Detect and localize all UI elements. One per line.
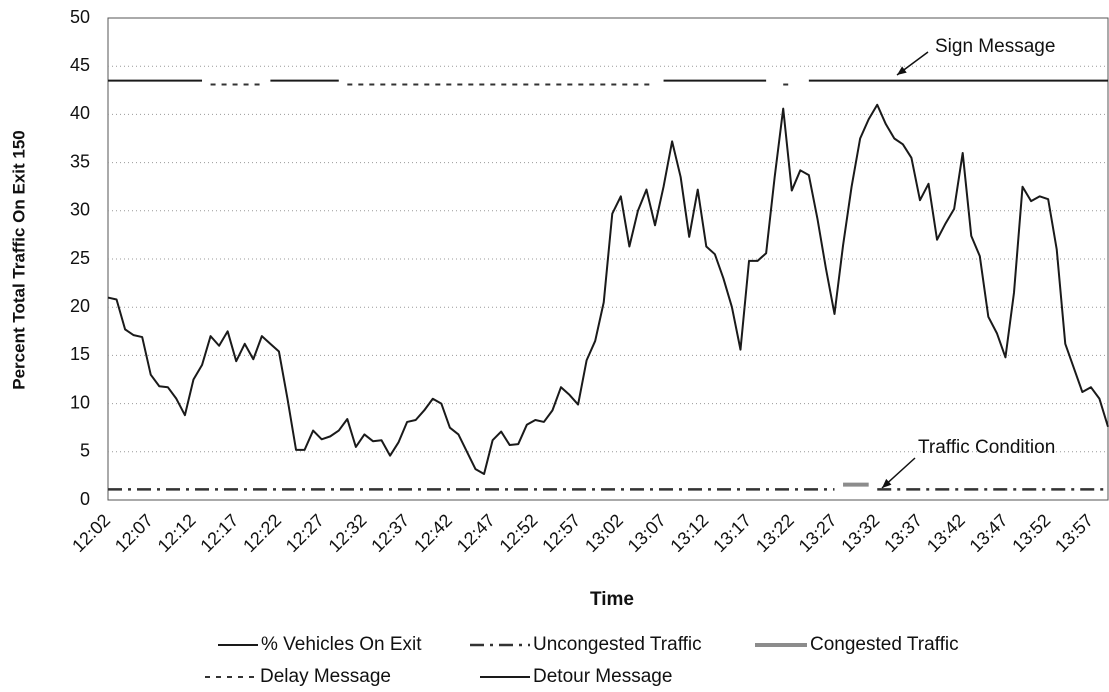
y-tick-label: 5	[80, 441, 90, 461]
y-tick-label: 25	[70, 248, 90, 268]
arrow-head	[897, 66, 907, 75]
x-tick-label: 13:12	[666, 510, 712, 556]
y-tick-label: 40	[70, 103, 90, 123]
x-tick-label: 12:12	[154, 510, 200, 556]
x-tick-label: 13:17	[709, 510, 755, 556]
legend-label: Uncongested Traffic	[533, 634, 702, 655]
y-tick-label: 35	[70, 151, 90, 171]
x-tick-label: 12:17	[196, 510, 242, 556]
x-tick-label: 12:32	[325, 510, 371, 556]
y-tick-label: 0	[80, 489, 90, 509]
x-tick-label: 12:02	[68, 510, 114, 556]
arrow-head	[882, 478, 892, 488]
x-tick-label: 13:02	[581, 510, 627, 556]
x-tick-label: 13:37	[880, 510, 926, 556]
y-tick-label: 45	[70, 55, 90, 75]
x-axis-title: Time	[590, 589, 634, 610]
y-tick-label: 50	[70, 7, 90, 27]
x-tick-label: 13:52	[1008, 510, 1054, 556]
x-tick-label: 12:22	[239, 510, 285, 556]
annotation: Sign Message	[935, 36, 1055, 57]
y-tick-label: 15	[70, 344, 90, 364]
x-tick-label: 12:37	[367, 510, 413, 556]
x-tick-label: 12:47	[453, 510, 499, 556]
x-tick-label: 13:42	[923, 510, 969, 556]
x-tick-label: 12:07	[111, 510, 157, 556]
x-tick-label: 12:57	[538, 510, 584, 556]
annotation: Traffic Condition	[918, 437, 1055, 458]
y-axis-title: Percent Total Traffic On Exit 150	[9, 130, 28, 390]
x-tick-label: 13:57	[1051, 510, 1097, 556]
legend-label: Congested Traffic	[810, 634, 959, 655]
x-tick-label: 12:42	[410, 510, 456, 556]
x-tick-label: 13:27	[795, 510, 841, 556]
y-tick-label: 20	[70, 296, 90, 316]
y-tick-label: 10	[70, 392, 90, 412]
legend-label: Detour Message	[533, 666, 672, 687]
x-tick-label: 13:47	[966, 510, 1012, 556]
legend-label: Delay Message	[260, 666, 391, 687]
legend-label: % Vehicles On Exit	[261, 634, 422, 655]
x-tick-label: 13:32	[837, 510, 883, 556]
x-tick-label: 12:27	[282, 510, 328, 556]
y-tick-label: 30	[70, 200, 90, 220]
x-tick-label: 13:22	[752, 510, 798, 556]
series-line	[107, 103, 1109, 475]
x-tick-label: 13:07	[624, 510, 670, 556]
x-tick-label: 12:52	[496, 510, 542, 556]
